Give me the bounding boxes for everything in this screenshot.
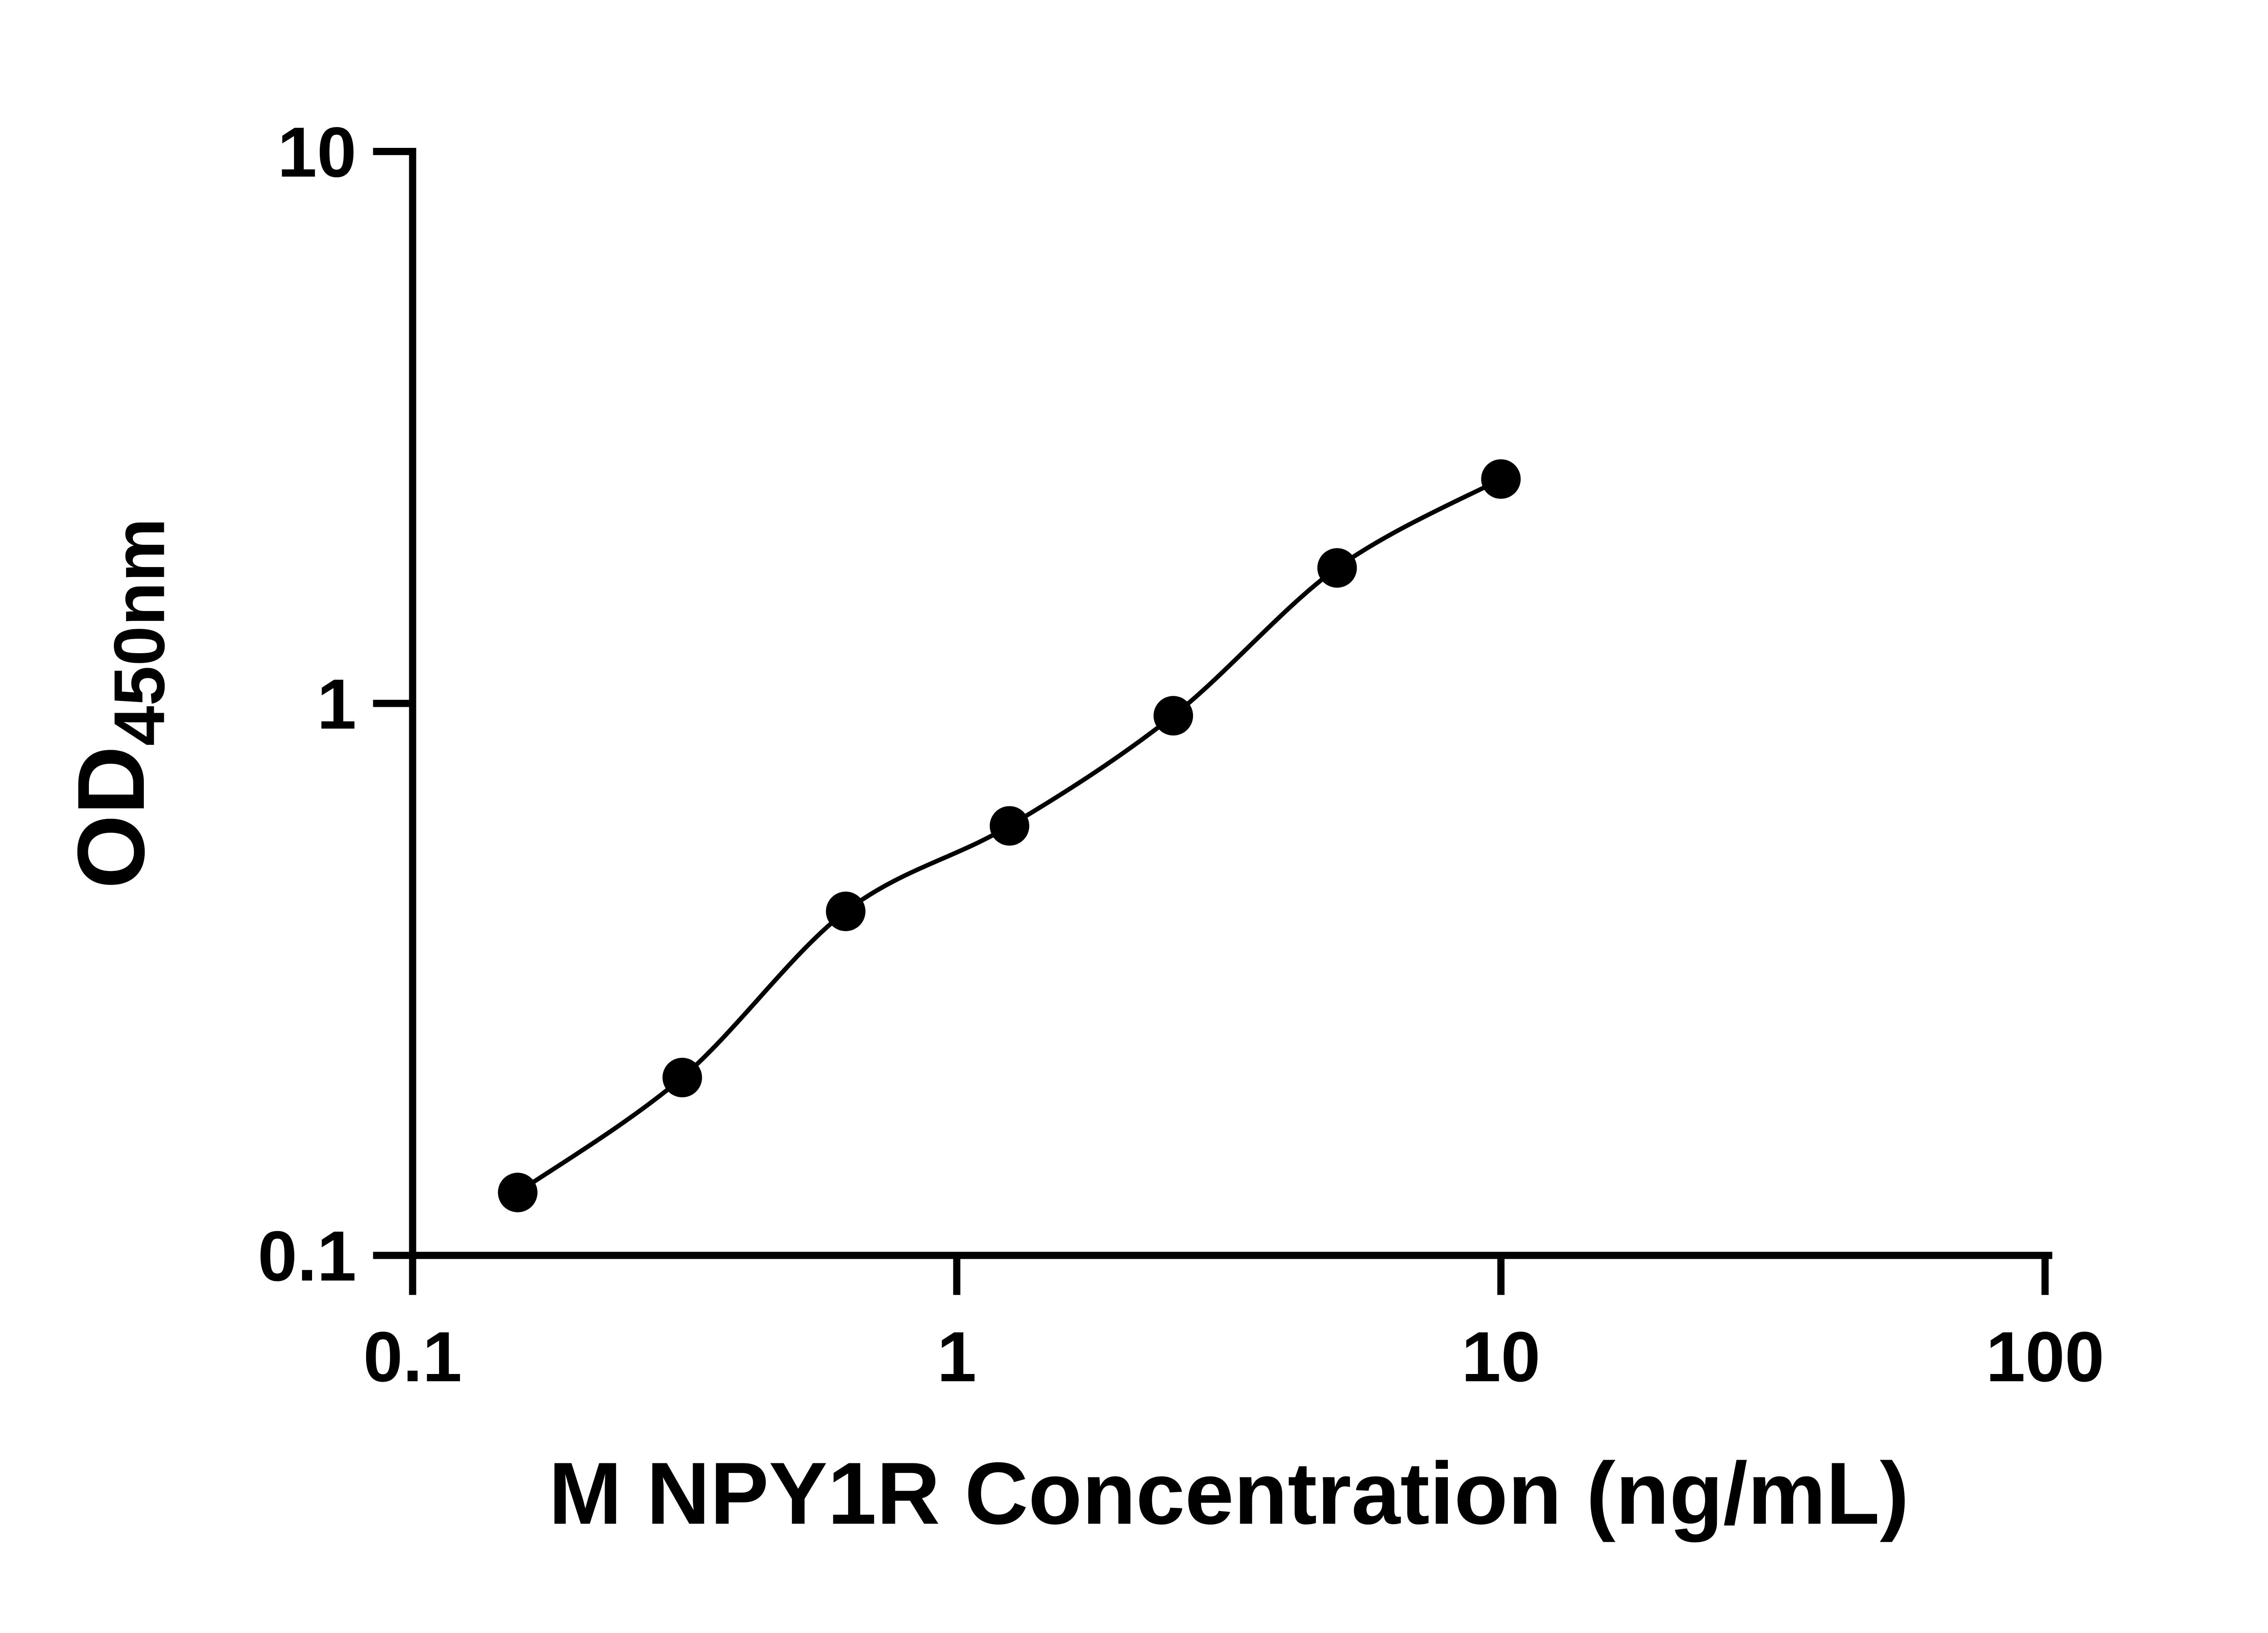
x-axis-tick-label: 100	[1986, 1317, 2104, 1397]
x-axis-tick-label: 1	[937, 1317, 977, 1397]
axis-ticks	[373, 147, 2049, 1295]
y-axis-title-sub: 450nm	[99, 518, 180, 746]
data-point-marker	[498, 1173, 538, 1213]
data-point-marker	[1317, 548, 1357, 588]
y-axis-tick-label: 10	[278, 112, 357, 192]
axes	[409, 147, 2053, 1259]
y-axis-tick-label: 0.1	[258, 1217, 357, 1296]
data-points	[498, 459, 1521, 1213]
x-axis-title: M NPY1R Concentration (ng/mL)	[548, 1444, 1909, 1543]
data-point-marker	[989, 806, 1030, 846]
data-point-marker	[1154, 696, 1193, 736]
data-point-marker	[1481, 459, 1521, 499]
x-axis-tick-label: 0.1	[363, 1317, 462, 1397]
data-point-marker	[662, 1057, 702, 1098]
axis-spine	[409, 147, 2053, 1259]
y-axis-tick-label: 1	[317, 665, 357, 744]
x-axis-tick-label: 10	[1461, 1317, 1540, 1397]
axis-tick-labels: 0.1 1 10 0.1 1 10 100	[258, 112, 2104, 1397]
y-axis-title: OD450nm	[58, 518, 180, 889]
data-point-marker	[826, 891, 865, 931]
y-axis-title-main: OD	[58, 746, 164, 889]
